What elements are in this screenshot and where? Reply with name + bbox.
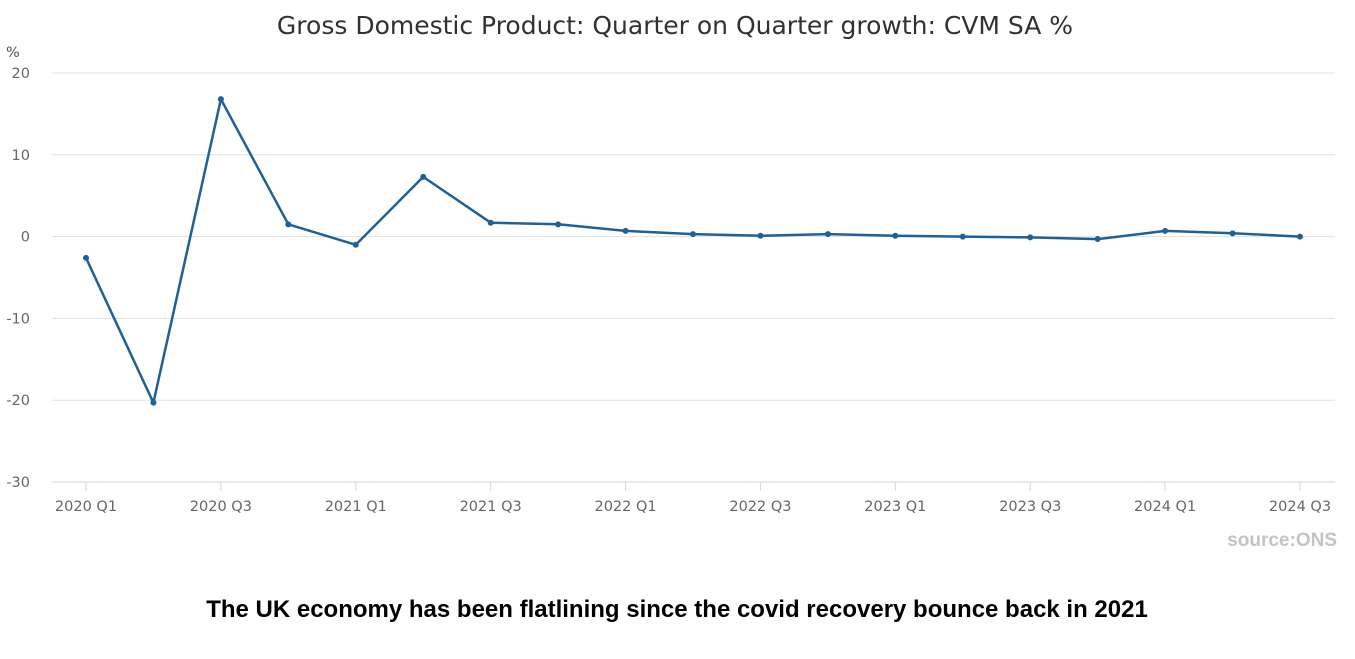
y-axis-unit-label: % [6, 45, 20, 61]
x-tick-label: 2022 Q1 [594, 499, 656, 515]
series-line [84, 97, 1302, 404]
y-tick-label: 10 [12, 148, 30, 164]
x-tick-label: 2024 Q3 [1269, 499, 1331, 515]
data-point-2023-q2[interactable] [959, 233, 966, 240]
x-axis-ticks: 2020 Q1 2020 Q3 2021 Q1 2021 Q3 2022 Q1 2022 … [55, 482, 1331, 515]
y-tick-label: -10 [6, 311, 30, 327]
y-tick-label: 20 [12, 66, 30, 82]
x-tick-label: 2021 Q3 [460, 499, 522, 515]
data-point-2024-q1[interactable] [1162, 227, 1169, 234]
chart-title: Gross Domestic Product: Quarter on Quart… [277, 11, 1073, 40]
x-tick-label: 2023 Q3 [999, 499, 1061, 515]
y-tick-label: -30 [6, 475, 30, 491]
data-point-2023-q3[interactable] [1027, 234, 1034, 241]
chart-caption: The UK economy has been flatlining since… [206, 596, 1148, 623]
series-gdp-growth [83, 96, 1303, 406]
y-axis-ticks: 20 10 0 -10 -20 -30 [6, 66, 30, 491]
data-point-2020-q3[interactable] [217, 96, 224, 103]
data-point-2021-q4[interactable] [555, 221, 562, 228]
x-tick-label: 2023 Q1 [864, 499, 926, 515]
data-point-2023-q1[interactable] [892, 232, 899, 239]
y-tick-label: -20 [6, 393, 30, 409]
data-point-2021-q2[interactable] [420, 173, 427, 180]
data-point-2020-q4[interactable] [285, 221, 292, 228]
x-tick-label: 2021 Q1 [325, 499, 387, 515]
source-label: source:ONS [1227, 530, 1337, 551]
data-point-2024-q2[interactable] [1229, 230, 1236, 237]
data-point-2022-q3[interactable] [757, 232, 764, 239]
data-point-2020-q1[interactable] [83, 254, 89, 261]
x-tick-label: 2024 Q1 [1134, 499, 1196, 515]
x-tick-label: 2020 Q1 [55, 499, 117, 515]
data-point-2022-q1[interactable] [622, 227, 629, 234]
data-point-2024-q3[interactable] [1297, 233, 1303, 240]
data-point-2021-q3[interactable] [487, 219, 494, 226]
y-tick-label: 0 [21, 230, 30, 246]
data-point-2021-q1[interactable] [352, 241, 359, 248]
x-tick-label: 2022 Q3 [729, 499, 791, 515]
x-tick-label: 2020 Q3 [190, 499, 252, 515]
data-point-2022-q2[interactable] [690, 231, 696, 238]
data-point-2023-q4[interactable] [1094, 236, 1101, 243]
data-point-2022-q4[interactable] [824, 231, 831, 238]
data-point-2020-q2[interactable] [150, 399, 157, 406]
